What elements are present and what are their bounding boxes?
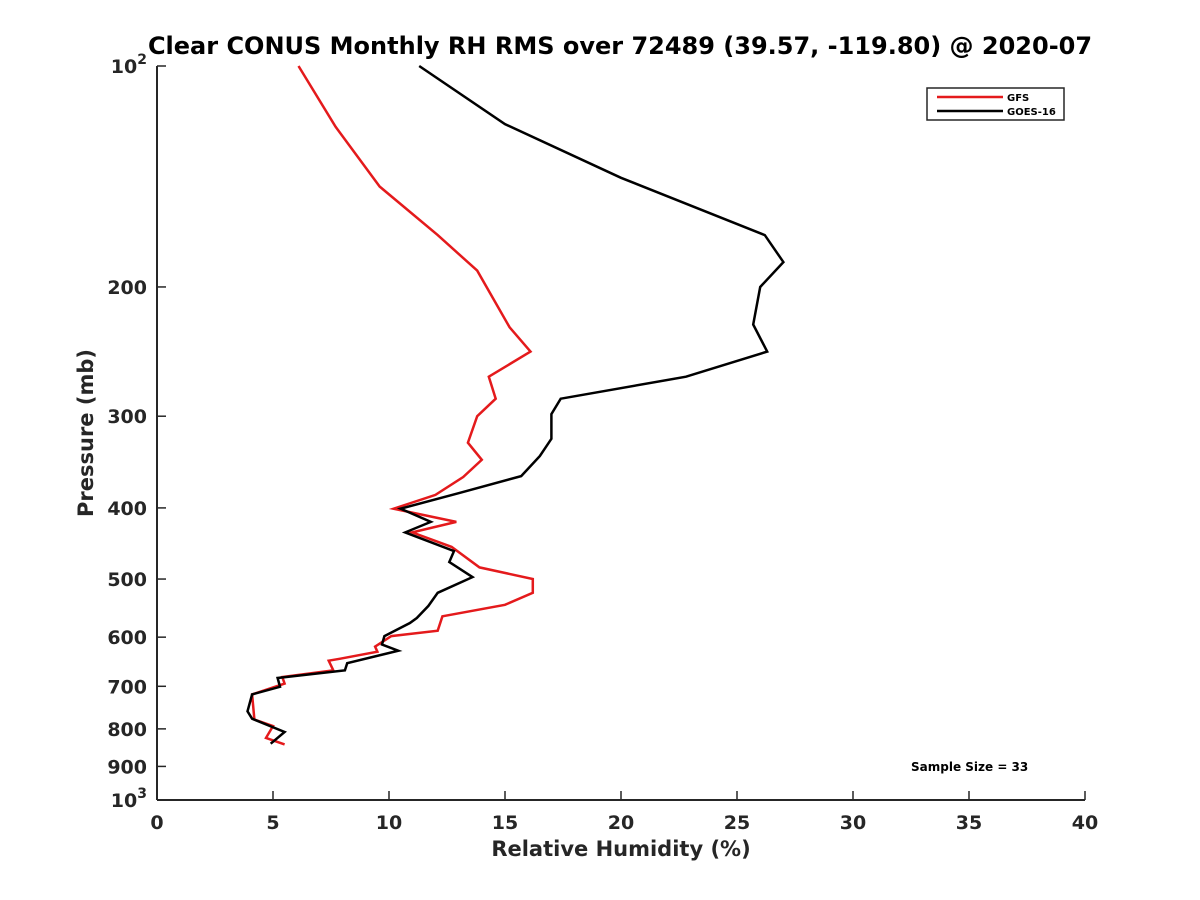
y-axis-label: Pressure (mb) xyxy=(74,349,98,517)
legend-label-gfs: GFS xyxy=(1007,93,1029,104)
x-tick-label: 5 xyxy=(266,812,279,834)
x-tick-label: 0 xyxy=(150,812,163,834)
chart-title: Clear CONUS Monthly RH RMS over 72489 (3… xyxy=(148,32,1092,60)
y-tick-label: 400 xyxy=(107,498,147,520)
y-tick-label-base: 10 xyxy=(111,790,137,812)
y-tick-label: 103 xyxy=(111,786,147,812)
y-tick-label: 900 xyxy=(107,756,147,778)
x-tick-label: 15 xyxy=(492,812,518,834)
x-tick-label: 40 xyxy=(1072,812,1098,834)
x-tick-label: 25 xyxy=(724,812,750,834)
sample-size-annotation: Sample Size = 33 xyxy=(911,760,1028,774)
x-ticks: 0 5 10 15 20 25 30 35 40 xyxy=(150,791,1098,834)
legend-box xyxy=(926,87,1065,121)
x-axis-label: Relative Humidity (%) xyxy=(491,837,750,861)
y-tick-label: 200 xyxy=(107,277,147,299)
y-tick-label: 700 xyxy=(107,676,147,698)
y-tick-label: 102 xyxy=(111,52,147,78)
legend: GFS GOES-16 xyxy=(926,87,1065,121)
x-tick-label: 20 xyxy=(608,812,634,834)
x-tick-label: 10 xyxy=(376,812,402,834)
y-tick-label: 300 xyxy=(107,406,147,428)
y-tick-label-base: 10 xyxy=(111,56,137,78)
x-tick-label: 35 xyxy=(956,812,982,834)
series-layer xyxy=(246,64,785,746)
y-tick-label-exponent: 3 xyxy=(137,786,147,802)
y-tick-label-exponent: 2 xyxy=(137,52,147,68)
x-tick-label: 30 xyxy=(840,812,866,834)
y-tick-label: 800 xyxy=(107,719,147,741)
y-tick-label: 600 xyxy=(107,627,147,649)
y-tick-label: 500 xyxy=(107,569,147,591)
series-line-goes16 xyxy=(246,64,785,745)
legend-label-goes16: GOES-16 xyxy=(1007,107,1056,118)
